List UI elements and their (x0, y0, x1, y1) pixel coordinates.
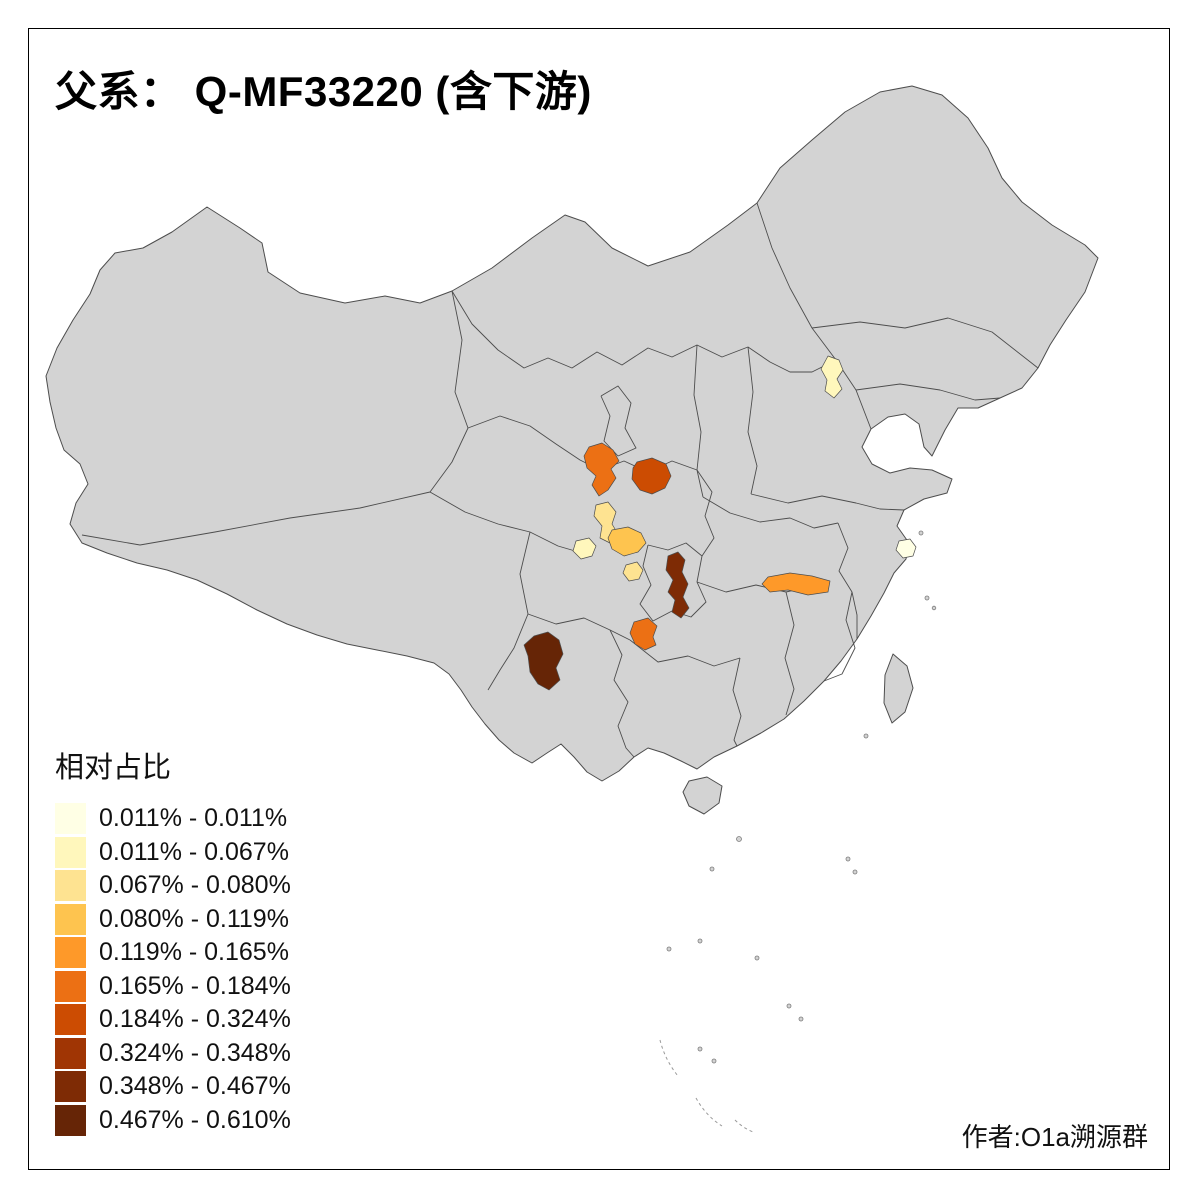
map-region-south-gansu (583, 442, 620, 497)
legend-swatch (55, 903, 86, 935)
province-border (639, 542, 707, 622)
province-border (732, 657, 742, 747)
islet (711, 1058, 717, 1064)
province-border (823, 591, 856, 682)
province-border (629, 639, 741, 667)
map-region-shanghai-area (895, 538, 917, 559)
province-border (702, 496, 839, 529)
legend-swatch (55, 1104, 86, 1136)
islet (852, 869, 858, 875)
sea-islets (659, 530, 937, 1133)
legend-item: 0.348% - 0.467% (55, 1070, 291, 1104)
province-border (696, 469, 715, 557)
province-border (747, 346, 758, 495)
province-border (467, 415, 601, 471)
legend-swatch (55, 870, 86, 902)
taiwan-island (883, 653, 914, 724)
islet (924, 595, 930, 601)
legend-label: 0.067% - 0.080% (99, 871, 291, 900)
attribution-text: 作者:O1a溯源群 (961, 1122, 1148, 1152)
legend: 相对占比 0.011% - 0.011% 0.011% - 0.067% 0.067… (55, 744, 291, 1137)
legend-swatch (55, 1004, 86, 1036)
province-border (693, 344, 704, 498)
islet (736, 836, 742, 842)
reef-dash (734, 1119, 754, 1133)
map-region-hubei-jiangxi-border (761, 572, 831, 596)
legend-label: 0.080% - 0.119% (99, 904, 289, 933)
legend-item: 0.184% - 0.324% (55, 1003, 291, 1037)
province-border (487, 531, 531, 691)
islet (845, 856, 851, 862)
legend-item: 0.467% - 0.610% (55, 1104, 291, 1138)
legend-item: 0.067% - 0.080% (55, 869, 291, 903)
legend-item: 0.119% - 0.165% (55, 936, 291, 970)
province-border (855, 383, 1001, 401)
province-border (451, 290, 837, 373)
islet (918, 530, 924, 536)
legend-items: 0.011% - 0.011% 0.011% - 0.067% 0.067% - 0… (55, 802, 291, 1137)
legend-label: 0.165% - 0.184% (99, 971, 291, 1000)
legend-label: 0.184% - 0.324% (99, 1005, 291, 1034)
map-region-south-shaanxi (631, 457, 672, 495)
hainan-island (682, 776, 723, 815)
islet (863, 733, 869, 739)
legend-swatch (55, 836, 86, 868)
legend-swatch (55, 937, 86, 969)
islet (931, 605, 937, 611)
legend-label: 0.324% - 0.348% (99, 1038, 291, 1067)
page-title: 父系： Q-MF33220 (含下游) (55, 68, 592, 115)
choropleth-regions (523, 355, 917, 691)
legend-title: 相对占比 (55, 752, 172, 784)
province-border (811, 317, 1039, 369)
province-border (784, 591, 795, 716)
legend-item: 0.080% - 0.119% (55, 903, 291, 937)
legend-label: 0.119% - 0.165% (99, 938, 289, 967)
legend-label: 0.011% - 0.011% (99, 804, 288, 833)
legend-item: 0.011% - 0.067% (55, 836, 291, 870)
map-region-west-sichuan (572, 537, 597, 560)
legend-swatch (55, 803, 86, 835)
province-border (81, 491, 431, 546)
islet (709, 866, 715, 872)
islet (697, 1046, 703, 1052)
reef-dash (659, 1039, 679, 1077)
mainland-outline (45, 85, 1099, 782)
legend-swatch (55, 970, 86, 1002)
islet (754, 955, 760, 961)
islet (666, 946, 672, 952)
province-border (750, 493, 905, 511)
legend-label: 0.467% - 0.610% (99, 1105, 291, 1134)
islet (697, 938, 703, 944)
province-border (527, 613, 631, 641)
province-border (837, 522, 858, 639)
legend-swatch (55, 1071, 86, 1103)
legend-item: 0.011% - 0.011% (55, 802, 291, 836)
province-border (429, 290, 469, 493)
legend-item: 0.324% - 0.348% (55, 1037, 291, 1071)
map-region-beijing-area (820, 355, 844, 399)
province-borders (81, 202, 1039, 758)
legend-label: 0.011% - 0.067% (99, 837, 289, 866)
province-border (609, 629, 635, 758)
map-region-central-guizhou (629, 617, 658, 651)
legend-swatch (55, 1037, 86, 1069)
province-border (429, 491, 583, 554)
legend-item: 0.165% - 0.184% (55, 970, 291, 1004)
map-region-chongqing-west-hubei (665, 551, 690, 619)
islet (786, 1003, 792, 1009)
map-region-east-sichuan (622, 561, 644, 582)
reef-dash (695, 1097, 723, 1127)
islet (798, 1016, 804, 1022)
legend-label: 0.348% - 0.467% (99, 1072, 291, 1101)
province-border (600, 385, 637, 457)
map-region-central-sichuan (607, 526, 647, 557)
map-region-west-yunnan (523, 631, 564, 691)
